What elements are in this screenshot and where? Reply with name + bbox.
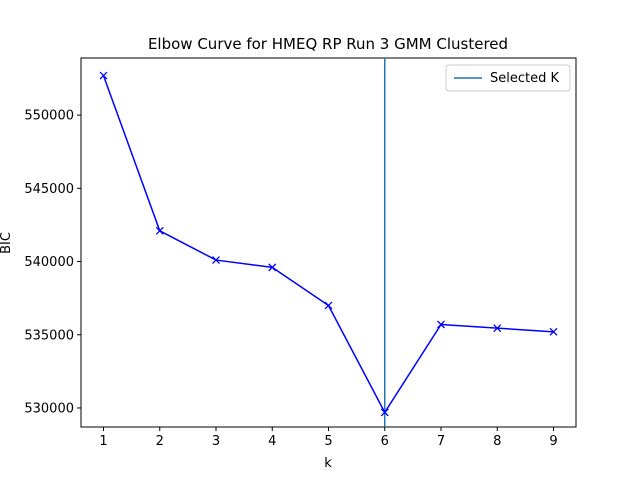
x-axis-label: k: [324, 456, 332, 471]
x-tick-label: 6: [381, 434, 389, 449]
legend-label-selected-k: Selected K: [490, 71, 559, 86]
data-point-marker: [493, 324, 502, 333]
y-tick-label: 540000: [24, 255, 74, 270]
x-tick-label: 4: [268, 434, 276, 449]
x-tick-label: 9: [549, 434, 557, 449]
y-axis-label: BIC: [0, 232, 14, 254]
y-axis-ticks: 530000 535000 540000 545000 550000: [24, 109, 81, 416]
y-tick-label: 530000: [24, 401, 74, 416]
x-tick-label: 8: [493, 434, 501, 449]
data-point-marker: [324, 301, 333, 310]
data-point-marker: [99, 71, 108, 80]
plot-area: [80, 57, 577, 428]
data-point-marker: [212, 256, 220, 265]
y-tick-label: 535000: [24, 328, 74, 343]
y-tick-label: 550000: [24, 109, 74, 124]
data-point-marker: [437, 320, 445, 329]
x-tick-label: 7: [437, 434, 445, 449]
data-point-marker: [155, 226, 164, 235]
data-point-marker: [268, 263, 277, 272]
x-tick-label: 3: [212, 434, 220, 449]
legend: Selected K: [445, 64, 571, 92]
x-tick-label: 1: [99, 434, 107, 449]
chart-title: Elbow Curve for HMEQ RP Run 3 GMM Cluste…: [148, 35, 508, 53]
y-tick-label: 545000: [24, 182, 74, 197]
series-bic: [99, 71, 558, 417]
x-tick-label: 2: [156, 434, 164, 449]
data-point-marker: [549, 327, 558, 336]
x-tick-label: 5: [324, 434, 332, 449]
x-axis-ticks: 1 2 3 4 5 6 7 8 9: [99, 427, 558, 449]
data-point-marker: [380, 408, 389, 417]
legend-box: [445, 64, 571, 92]
